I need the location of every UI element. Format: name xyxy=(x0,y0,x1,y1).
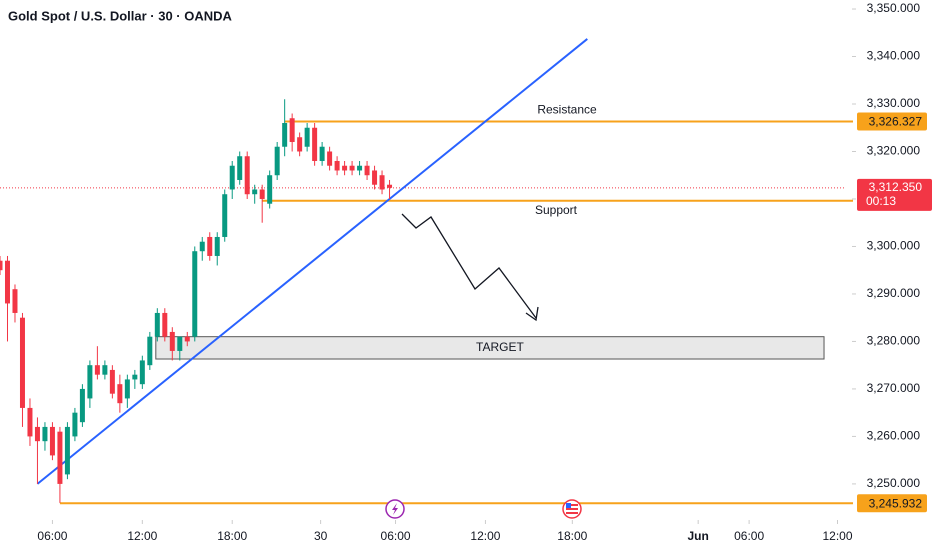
chart-title: Gold Spot / U.S. Dollar · 30 · OANDA xyxy=(8,8,233,23)
y-tick-label: 3,260.000 xyxy=(867,429,921,443)
y-tick-label: 3,280.000 xyxy=(867,334,921,348)
candle-body xyxy=(57,431,63,484)
candle-body xyxy=(102,365,108,375)
arrow-head xyxy=(525,306,539,322)
candle-body xyxy=(289,118,295,142)
candle-body xyxy=(357,165,363,171)
candle-body xyxy=(4,260,10,304)
x-tick-label: 18:00 xyxy=(557,529,587,543)
y-tick-label: 3,350.000 xyxy=(867,1,921,15)
candle-body xyxy=(42,426,48,442)
candle-body xyxy=(177,336,183,351)
candle-body xyxy=(319,146,325,161)
candle-body xyxy=(19,317,25,408)
candle-body xyxy=(27,407,33,437)
candle-body xyxy=(379,175,385,190)
candle-body xyxy=(267,175,273,204)
candle-body xyxy=(124,379,130,399)
y-tick-label: 3,300.000 xyxy=(867,239,921,253)
x-tick-label: 30 xyxy=(314,529,328,543)
candle-body xyxy=(214,236,220,256)
candle-body xyxy=(282,122,288,147)
candle-body xyxy=(79,388,85,423)
y-tick-label: 3,250.000 xyxy=(867,476,921,490)
candle-body xyxy=(372,170,378,185)
y-tick-label: 3,340.000 xyxy=(867,49,921,63)
candle-body xyxy=(229,165,235,190)
candle-body xyxy=(274,146,280,176)
x-tick-label: 06:00 xyxy=(734,529,764,543)
x-tick-label: Jun xyxy=(688,529,709,543)
event-icon xyxy=(385,499,405,519)
candle-body xyxy=(327,151,333,166)
candle-body xyxy=(349,165,355,171)
candle-body xyxy=(72,412,78,437)
candle-body xyxy=(169,331,175,351)
x-tick-label: 18:00 xyxy=(217,529,247,543)
trendline xyxy=(36,38,588,485)
candle-body xyxy=(184,336,190,342)
x-tick-label: 12:00 xyxy=(127,529,157,543)
candle-body xyxy=(109,369,115,394)
candle-body xyxy=(132,374,138,380)
level-price-label: 3,245.932 xyxy=(869,496,923,510)
x-tick-label: 06:00 xyxy=(381,529,411,543)
candle-body xyxy=(244,156,250,195)
level-name: Support xyxy=(535,203,578,217)
target-zone xyxy=(155,336,825,360)
candle-body xyxy=(154,312,160,337)
candle-body xyxy=(207,236,213,256)
target-label: TARGET xyxy=(476,340,524,354)
candle-body xyxy=(162,312,168,337)
y-tick-label: 3,290.000 xyxy=(867,286,921,300)
candle-body xyxy=(87,365,93,399)
y-tick-label: 3,270.000 xyxy=(867,381,921,395)
x-tick-label: 06:00 xyxy=(37,529,67,543)
x-tick-label: 12:00 xyxy=(470,529,500,543)
candle-body xyxy=(199,241,205,252)
candle-body xyxy=(222,194,228,237)
y-tick-label: 3,330.000 xyxy=(867,96,921,110)
candle-body xyxy=(12,289,18,313)
candle-body xyxy=(252,189,258,195)
candle-body xyxy=(0,260,3,271)
candle-body xyxy=(94,365,100,375)
countdown-label: 00:13 xyxy=(866,194,896,208)
y-tick-label: 3,320.000 xyxy=(867,144,921,158)
candle-body xyxy=(297,137,303,152)
candle-body xyxy=(342,165,348,171)
candle-body xyxy=(49,426,55,456)
candle-body xyxy=(139,360,145,385)
last-price-label: 3,312.350 xyxy=(869,180,923,194)
candle-body xyxy=(147,336,153,366)
candle-body xyxy=(312,127,318,161)
last-price-box xyxy=(857,178,932,211)
candle-body xyxy=(387,184,393,188)
projection-arrow xyxy=(401,213,537,319)
x-tick-label: 12:00 xyxy=(822,529,852,543)
candle-body xyxy=(192,251,198,337)
level-price-label: 3,326.327 xyxy=(869,115,923,129)
candle-body xyxy=(334,160,340,171)
level-price-box xyxy=(857,494,927,513)
event-icon xyxy=(562,499,582,519)
candle-body xyxy=(237,156,243,180)
candle-body xyxy=(304,127,310,147)
candle-body xyxy=(64,426,70,475)
candle-body xyxy=(34,426,40,442)
level-name: Resistance xyxy=(537,103,597,117)
candle-body xyxy=(364,165,370,176)
level-price-box xyxy=(857,112,927,131)
candle-body xyxy=(117,384,123,404)
candle-body xyxy=(259,189,265,199)
